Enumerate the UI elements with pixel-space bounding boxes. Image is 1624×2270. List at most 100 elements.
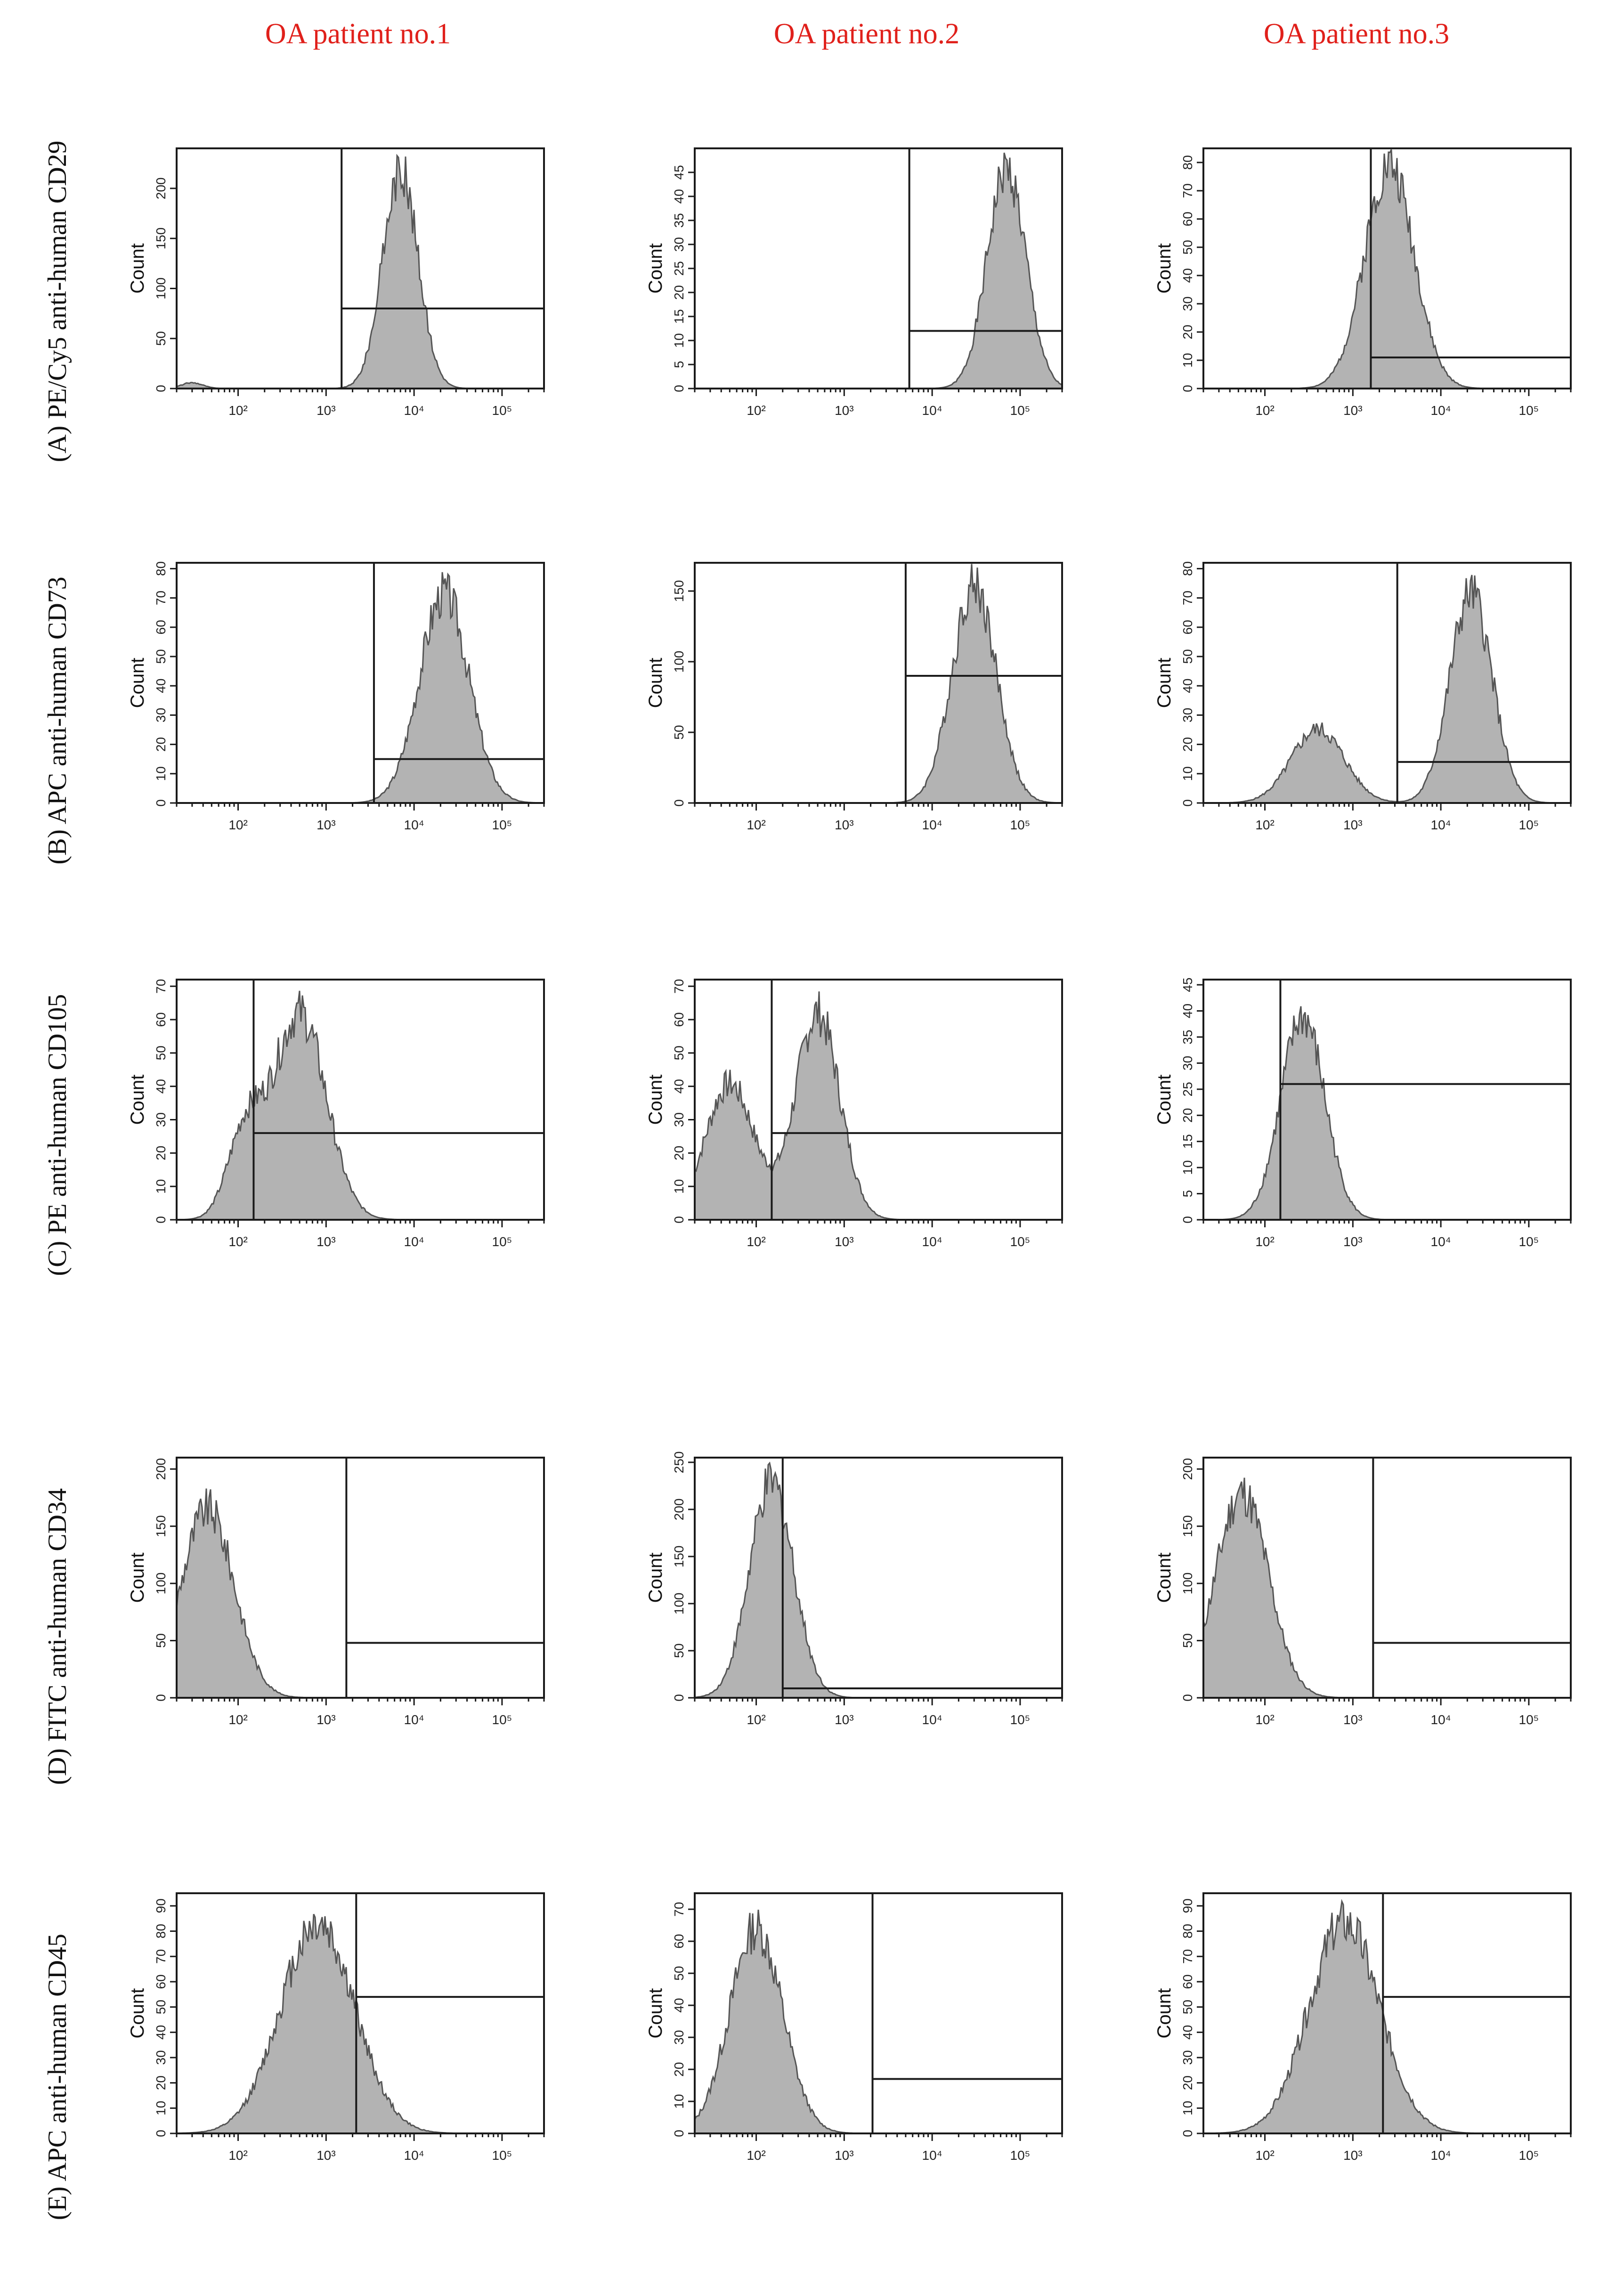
- y-tick-label: 200: [672, 1499, 686, 1521]
- x-tick-label: 10⁴: [1431, 403, 1451, 418]
- x-tick-label: 10³: [835, 403, 853, 418]
- y-tick-label: 150: [1180, 1515, 1195, 1537]
- histogram-area: [1202, 1899, 1571, 2134]
- y-axis-label: Count: [645, 1553, 666, 1603]
- y-tick-label: 40: [154, 1079, 168, 1094]
- y-tick-label: 100: [154, 1573, 168, 1595]
- y-tick-label: 30: [154, 2050, 168, 2065]
- y-tick-label: 5: [672, 361, 686, 368]
- y-axis-label: Count: [1154, 1988, 1175, 2039]
- y-tick-label: 50: [672, 1966, 686, 1980]
- x-tick-label: 10²: [1255, 2148, 1274, 2163]
- x-tick-label: 10⁴: [1431, 1712, 1451, 1727]
- y-tick-label: 150: [154, 227, 168, 250]
- x-tick-label: 10⁵: [1010, 1234, 1031, 1249]
- y-tick-label: 50: [1180, 2000, 1195, 2014]
- x-tick-label: 10⁵: [1010, 403, 1031, 418]
- x-tick-label: 10²: [747, 403, 765, 418]
- row-title-cd34: (D) FITC anti-human CD34: [43, 1488, 72, 1785]
- x-tick-label: 10⁵: [492, 818, 512, 832]
- y-tick-label: 20: [672, 2062, 686, 2076]
- x-tick-label: 10³: [1343, 818, 1362, 832]
- y-tick-label: 0: [1180, 2130, 1195, 2137]
- x-tick-label: 10⁵: [1519, 1234, 1539, 1249]
- y-tick-label: 30: [672, 1112, 686, 1127]
- y-tick-label: 80: [1180, 561, 1195, 576]
- plot-frame: [1202, 1892, 1572, 2134]
- y-tick-label: 200: [154, 178, 168, 200]
- x-tick-label: 10⁴: [922, 2148, 942, 2163]
- y-tick-label: 10: [1180, 353, 1195, 367]
- y-tick-label: 40: [154, 679, 168, 693]
- y-tick-label: 30: [1180, 708, 1195, 722]
- panel-r2-c3: 10² 10³ 10⁴ 10⁵ 0 10 20 30 40 50 60 70 80 Count: [1154, 561, 1572, 832]
- y-axis-label: Count: [645, 243, 666, 294]
- y-tick-label: 50: [154, 331, 168, 346]
- y-tick-label: 150: [672, 1546, 686, 1568]
- y-tick-label: 40: [1180, 1004, 1195, 1018]
- y-tick-label: 30: [1180, 1056, 1195, 1070]
- histogram-area: [695, 153, 1063, 389]
- x-tick-label: 10⁵: [492, 403, 512, 418]
- y-tick-label: 35: [1180, 1030, 1195, 1044]
- y-tick-label: 10: [1180, 2101, 1195, 2116]
- y-tick-label: 10: [672, 333, 686, 348]
- y-tick-label: 30: [672, 237, 686, 251]
- x-tick-label: 10⁴: [404, 818, 424, 832]
- y-tick-label: 0: [1180, 385, 1195, 392]
- y-tick-label: 40: [1180, 679, 1195, 693]
- y-axis-label: Count: [1154, 243, 1175, 294]
- x-tick-label: 10³: [317, 2148, 335, 2163]
- panel-r5-c2: 10² 10³ 10⁴ 10⁵ 0 10 20 30 40 50 60 70 Count: [645, 1892, 1063, 2163]
- x-tick-label: 10²: [1255, 1234, 1274, 1249]
- y-tick-label: 10: [1180, 1160, 1195, 1175]
- x-tick-label: 10³: [835, 1712, 853, 1727]
- panel-r2-c2: 10² 10³ 10⁴ 10⁵ 0 50 100 150 Count: [645, 562, 1063, 832]
- histogram-area: [176, 1913, 544, 2134]
- y-tick-label: 0: [154, 1694, 168, 1702]
- y-tick-label: 15: [1180, 1134, 1195, 1149]
- y-tick-label: 40: [1180, 2025, 1195, 2040]
- row-title-cd73: (B) APC anti-human CD73: [43, 576, 72, 864]
- histogram-area: [176, 990, 544, 1221]
- x-tick-label: 10⁴: [404, 403, 424, 418]
- x-tick-label: 10²: [747, 2148, 765, 2163]
- histogram-area: [177, 572, 545, 804]
- x-tick-label: 10⁵: [1010, 1712, 1031, 1727]
- y-tick-label: 90: [154, 1898, 168, 1913]
- y-tick-label: 45: [672, 165, 686, 179]
- x-tick-label: 10⁵: [1010, 818, 1031, 832]
- y-tick-label: 20: [1180, 737, 1195, 752]
- plot-frame: [176, 1892, 545, 2134]
- y-tick-label: 50: [154, 649, 168, 664]
- y-tick-label: 0: [672, 385, 686, 392]
- y-tick-label: 0: [1180, 1694, 1195, 1702]
- y-tick-label: 80: [154, 561, 168, 576]
- y-tick-label: 150: [672, 580, 686, 602]
- y-tick-label: 25: [672, 261, 686, 276]
- plot-frame: [694, 562, 1063, 804]
- histogram-area: [694, 1461, 1062, 1699]
- y-tick-label: 0: [672, 799, 686, 807]
- x-tick-label: 10⁵: [1519, 1712, 1539, 1727]
- y-tick-label: 30: [1180, 296, 1195, 311]
- y-axis-label: Count: [1154, 658, 1175, 708]
- y-tick-label: 60: [1180, 620, 1195, 634]
- y-tick-label: 5: [1180, 1190, 1195, 1198]
- y-tick-label: 0: [672, 1216, 686, 1224]
- x-tick-label: 10⁴: [922, 403, 942, 418]
- x-tick-label: 10⁴: [404, 1712, 424, 1727]
- y-tick-label: 40: [1180, 268, 1195, 283]
- panel-r1-c1: 10² 10³ 10⁴ 10⁵ 0 50 100 150 200 Count: [127, 147, 545, 418]
- y-tick-label: 30: [672, 2030, 686, 2044]
- row-title-cd29: (A) PE/Cy5 anti-human CD29: [43, 141, 72, 462]
- y-tick-label: 60: [1180, 1974, 1195, 1989]
- y-axis-label: Count: [127, 658, 148, 708]
- y-axis-label: Count: [127, 1988, 148, 2039]
- x-tick-label: 10²: [1255, 818, 1274, 832]
- x-tick-label: 10⁴: [1431, 818, 1451, 832]
- x-tick-label: 10⁵: [1010, 2148, 1031, 2163]
- x-tick-label: 10³: [1343, 2148, 1362, 2163]
- y-tick-label: 0: [672, 1694, 686, 1702]
